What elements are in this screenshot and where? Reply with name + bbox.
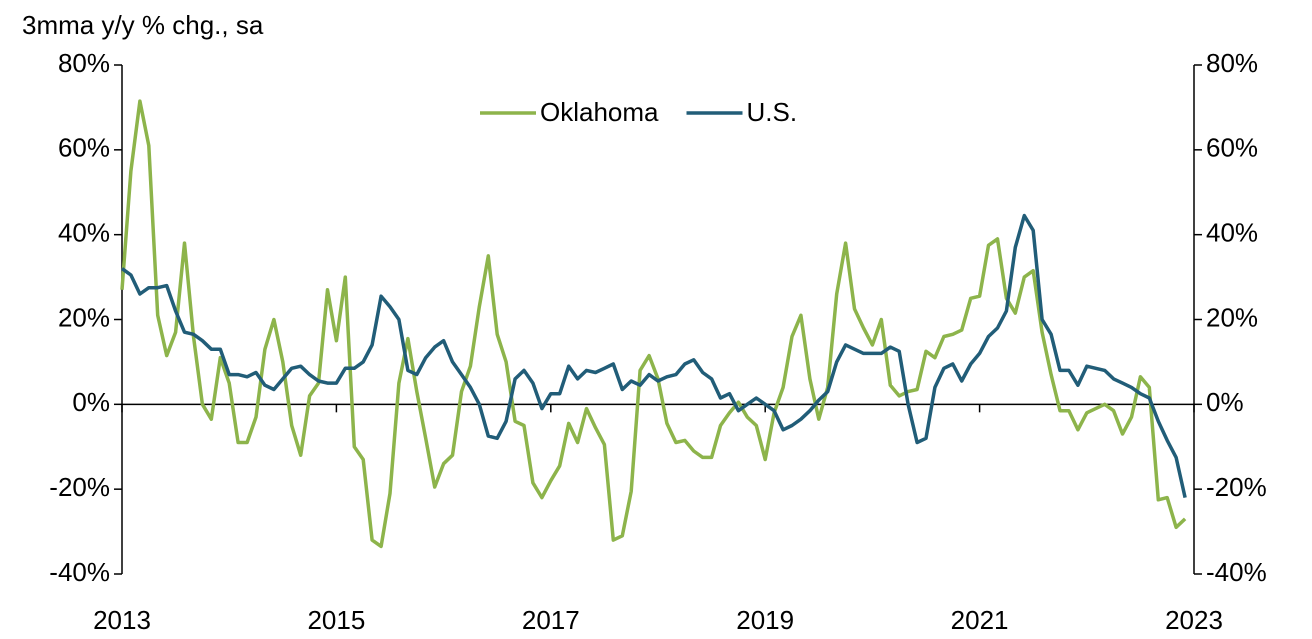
y-tick-label: -20%	[49, 472, 110, 502]
series-line	[120, 99, 1187, 549]
y-tick-label: 0%	[72, 387, 110, 417]
legend-label: U.S.	[747, 97, 798, 127]
y-tick-label: -40%	[49, 557, 110, 587]
x-tick-label: 2017	[522, 605, 580, 635]
y2-tick-label: 80%	[1206, 48, 1258, 78]
legend-label: Oklahoma	[540, 97, 659, 127]
x-tick-label: 2013	[93, 605, 151, 635]
y2-tick-label: 0%	[1206, 387, 1244, 417]
y2-tick-label: -40%	[1206, 557, 1267, 587]
y-tick-label: 20%	[58, 302, 110, 332]
y-tick-label: 40%	[58, 218, 110, 248]
y-tick-label: 80%	[58, 48, 110, 78]
x-tick-label: 2023	[1165, 605, 1223, 635]
x-tick-label: 2015	[307, 605, 365, 635]
y2-tick-label: 20%	[1206, 302, 1258, 332]
series-line	[120, 213, 1187, 498]
x-tick-label: 2021	[951, 605, 1009, 635]
y2-tick-label: 40%	[1206, 218, 1258, 248]
y-axis-label: 3mma y/y % chg., sa	[22, 10, 264, 40]
x-tick-label: 2019	[736, 605, 794, 635]
y2-tick-label: 60%	[1206, 133, 1258, 163]
y-tick-label: 60%	[58, 133, 110, 163]
y2-tick-label: -20%	[1206, 472, 1267, 502]
